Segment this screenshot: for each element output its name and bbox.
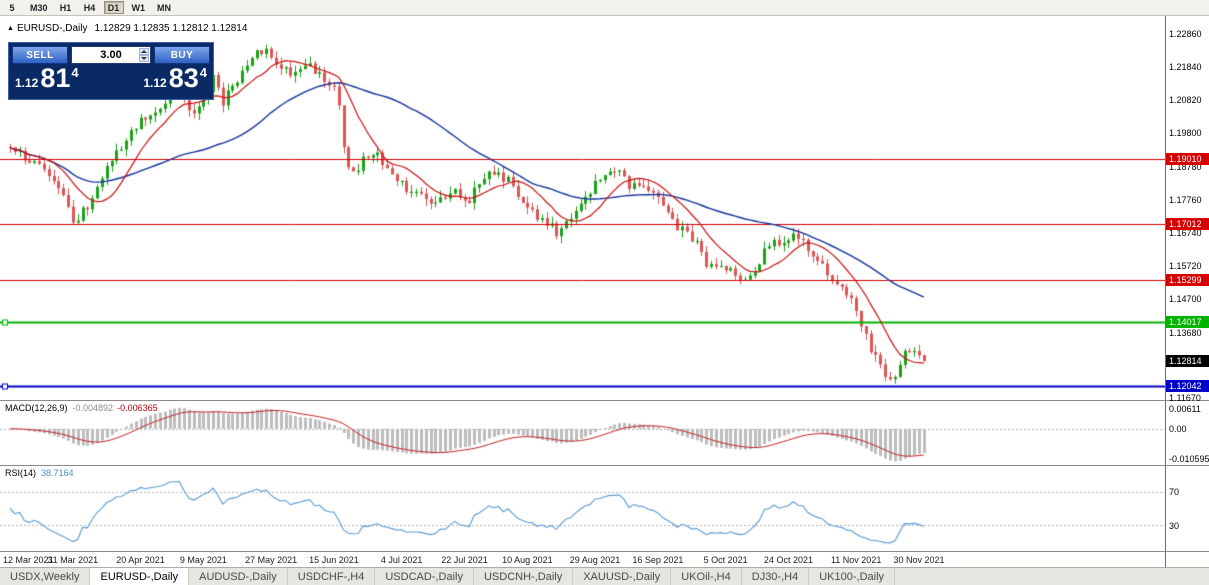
panel-divider[interactable] xyxy=(0,465,1209,466)
rsi-axis-label: 30 xyxy=(1169,520,1180,531)
price-axis-label: 1.20820 xyxy=(1169,95,1202,106)
price-axis-label: 1.19800 xyxy=(1169,128,1202,139)
price-tag: 1.17012 xyxy=(1166,218,1209,231)
price-tag: 1.15299 xyxy=(1166,273,1209,286)
bid-pip-digit: 4 xyxy=(71,65,79,80)
price-tag: 1.12042 xyxy=(1166,379,1209,392)
macd-label: MACD(12,26,9) -0.004892 -0.006365 xyxy=(5,403,158,413)
price-axis-label: 1.11670 xyxy=(1169,393,1201,404)
bid-price-display[interactable]: 1.12 81 4 xyxy=(15,63,79,93)
chart-tab-audusd-daily[interactable]: AUDUSD-,Daily xyxy=(189,568,288,585)
ask-prefix: 1.12 xyxy=(143,76,167,90)
price-axis-label: 1.21840 xyxy=(1169,62,1202,73)
date-axis-label: 15 Jun 2021 xyxy=(309,555,359,565)
chart-tab-dj30-h4[interactable]: DJ30-,H4 xyxy=(742,568,810,585)
date-axis-label: 9 May 2021 xyxy=(179,555,227,565)
timeframe-button-m30[interactable]: M30 xyxy=(30,2,48,13)
price-axis-label: 1.15720 xyxy=(1169,261,1202,272)
date-axis-label: 22 Jul 2021 xyxy=(441,555,488,565)
chart-tab-ukoil-h4[interactable]: UKOil-,H4 xyxy=(671,568,742,585)
date-axis-label: 30 Nov 2021 xyxy=(893,555,945,565)
macd-name: MACD(12,26,9) xyxy=(5,403,68,413)
macd-panel: 0.00611 0.00 -0.010595 MACD(12,26,9) -0.004… xyxy=(0,401,1209,465)
down-arrow-icon xyxy=(141,57,147,60)
rsi-axis[interactable]: 70 30 xyxy=(1165,466,1209,551)
sell-button[interactable]: SELL xyxy=(12,46,68,64)
timeframe-button-h4[interactable]: H4 xyxy=(83,2,96,13)
date-axis-label: 11 Nov 2021 xyxy=(830,555,882,565)
price-tag: 1.19010 xyxy=(1166,153,1209,166)
date-axis-label: 10 Aug 2021 xyxy=(502,555,553,565)
timeframe-toolbar: 5 M30 H1 H4 D1 W1 MN xyxy=(0,0,1209,16)
price-tag: 1.12814 xyxy=(1166,354,1209,367)
price-chart-panel: 1.22860 1.21840 1.20820 1.19800 1.18780 1.177… xyxy=(0,16,1209,404)
ask-pip-digit: 4 xyxy=(199,65,207,80)
timeframe-button-5[interactable]: 5 xyxy=(9,2,15,13)
rsi-panel: 70 30 RSI(14) 38.7164 xyxy=(0,466,1209,551)
date-axis-label: 20 Apr 2021 xyxy=(116,555,165,565)
rsi-value: 38.7164 xyxy=(41,468,74,478)
chart-tab-usdchf-h4[interactable]: USDCHF-,H4 xyxy=(288,568,376,585)
macd-axis-label: 0.00611 xyxy=(1169,404,1201,415)
up-arrow-icon xyxy=(141,50,147,53)
chart-tab-usdcnh-daily[interactable]: USDCNH-,Daily xyxy=(474,568,574,585)
bid-big-digits: 81 xyxy=(40,63,71,93)
symbol-period-label: EURUSD-,Daily xyxy=(16,23,88,34)
one-click-toggle-icon[interactable]: ▲ xyxy=(7,25,14,32)
chart-tabs-bar: USDX,Weekly EURUSD-,Daily AUDUSD-,Daily USD… xyxy=(0,567,1209,585)
date-axis-label: 16 Sep 2021 xyxy=(632,555,684,565)
volume-spinner xyxy=(139,48,149,62)
volume-increase-button[interactable] xyxy=(139,48,149,55)
date-axis-label: 12 Mar 2021 xyxy=(3,555,54,565)
price-tag: 1.14017 xyxy=(1166,315,1209,328)
rsi-label: RSI(14) 38.7164 xyxy=(5,468,74,478)
date-axis-label: 24 Oct 2021 xyxy=(763,555,813,565)
rsi-chart[interactable] xyxy=(0,466,1165,551)
price-axis-label: 1.18780 xyxy=(1169,161,1202,172)
rsi-axis-label: 70 xyxy=(1169,486,1180,497)
date-axis-label: 27 May 2021 xyxy=(245,555,298,565)
macd-signal-value: -0.006365 xyxy=(117,403,158,413)
date-axis-label: 31 Mar 2021 xyxy=(47,555,99,565)
chart-tab-uk100-daily[interactable]: UK100-,Daily xyxy=(809,568,896,585)
price-axis-label: 1.16740 xyxy=(1169,228,1202,239)
chart-tab-xauusd-daily[interactable]: XAUUSD-,Daily xyxy=(573,568,672,585)
macd-axis-label: -0.010595 xyxy=(1169,454,1209,464)
date-axis-label: 4 Jul 2021 xyxy=(380,555,423,565)
volume-field[interactable]: 3.00 xyxy=(71,46,151,64)
time-axis[interactable]: 12 Mar 2021 31 Mar 2021 20 Apr 2021 9 May 2… xyxy=(0,551,1209,567)
chart-tab-eurusd-daily[interactable]: EURUSD-,Daily xyxy=(90,568,190,585)
macd-axis-label: 0.00 xyxy=(1169,423,1187,434)
rsi-name: RSI(14) xyxy=(5,468,37,478)
price-axis-label: 1.13680 xyxy=(1169,327,1202,338)
macd-axis[interactable]: 0.00611 0.00 -0.010595 xyxy=(1165,401,1209,465)
buy-button[interactable]: BUY xyxy=(154,46,210,64)
panel-divider[interactable] xyxy=(0,400,1209,401)
price-axis-label: 1.14700 xyxy=(1169,294,1202,305)
ask-big-digits: 83 xyxy=(168,63,199,93)
date-axis-label: 5 Oct 2021 xyxy=(703,555,748,565)
chart-title: ▲ EURUSD-,Daily 1.12829 1.12835 1.12812 1.… xyxy=(7,23,247,34)
timeframe-button-d1[interactable]: D1 xyxy=(103,1,124,14)
one-click-trading-panel: SELL 3.00 BUY 1.12 81 4 1.12 83 4 xyxy=(8,42,214,100)
price-axis-label: 1.22860 xyxy=(1169,28,1202,39)
timeframe-button-w1[interactable]: W1 xyxy=(131,2,146,13)
price-axis-label: 1.17760 xyxy=(1169,194,1202,205)
volume-value[interactable]: 3.00 xyxy=(100,49,122,61)
price-axis[interactable]: 1.22860 1.21840 1.20820 1.19800 1.18780 1.177… xyxy=(1165,16,1209,404)
ohlc-values: 1.12829 1.12835 1.12812 1.12814 xyxy=(94,23,248,34)
timeframe-button-mn[interactable]: MN xyxy=(157,2,172,13)
date-axis-label: 29 Aug 2021 xyxy=(569,555,621,565)
timeframe-button-h1[interactable]: H1 xyxy=(59,2,72,13)
volume-decrease-button[interactable] xyxy=(139,55,149,62)
macd-main-value: -0.004892 xyxy=(72,403,114,413)
chart-tab-usdcad-daily[interactable]: USDCAD-,Daily xyxy=(375,568,474,585)
chart-tab-usdx-weekly[interactable]: USDX,Weekly xyxy=(0,568,91,585)
bid-prefix: 1.12 xyxy=(15,76,39,90)
ask-price-display[interactable]: 1.12 83 4 xyxy=(143,63,207,93)
macd-chart[interactable] xyxy=(0,401,1165,465)
